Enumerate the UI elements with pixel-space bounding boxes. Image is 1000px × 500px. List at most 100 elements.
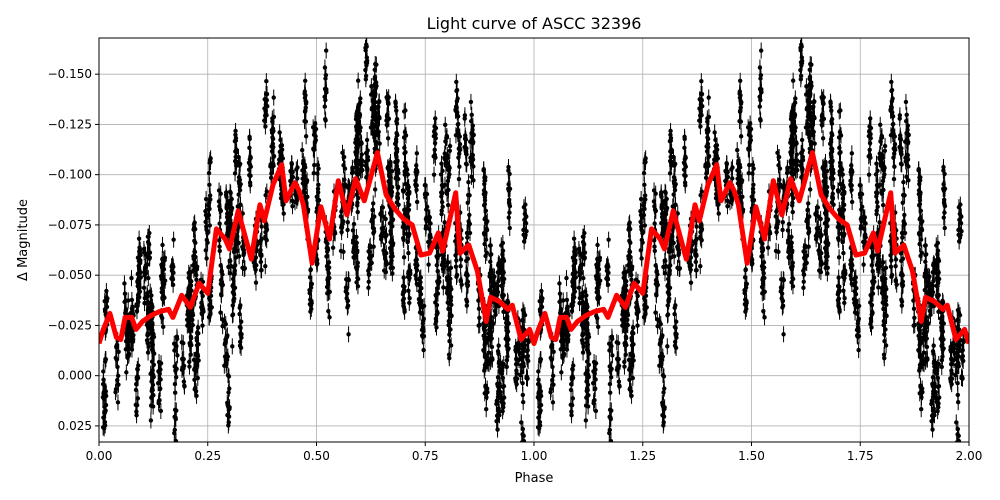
data-point (960, 376, 965, 381)
data-point (466, 179, 471, 185)
data-point (661, 374, 667, 379)
data-point (660, 201, 665, 207)
data-point (277, 149, 283, 155)
data-point (942, 171, 947, 177)
data-point (660, 333, 665, 338)
data-point (377, 141, 382, 146)
data-point (960, 358, 966, 364)
data-point (880, 300, 885, 305)
data-point (639, 256, 644, 261)
data-point (223, 321, 228, 327)
data-point (912, 322, 917, 328)
data-point (516, 346, 522, 351)
data-point (868, 135, 873, 141)
data-point (173, 445, 177, 449)
data-point (464, 162, 469, 167)
data-point (867, 140, 873, 146)
data-point (655, 282, 661, 288)
data-point (467, 193, 472, 198)
data-point (942, 203, 948, 209)
data-point (104, 304, 110, 310)
data-point (365, 157, 371, 163)
data-point (248, 173, 253, 179)
data-point (192, 264, 198, 269)
data-point (672, 161, 678, 167)
data-point (815, 205, 821, 210)
data-point (880, 287, 886, 292)
data-point (664, 205, 670, 211)
data-point (192, 249, 198, 255)
data-point (819, 261, 824, 267)
data-point (795, 167, 800, 173)
data-point (207, 206, 212, 212)
data-point (584, 347, 590, 352)
data-point (897, 113, 903, 118)
data-point (264, 189, 270, 194)
data-point (667, 296, 672, 301)
data-point (390, 265, 395, 271)
data-point (740, 207, 746, 212)
data-point (698, 263, 703, 269)
data-point (304, 178, 310, 183)
data-point (380, 214, 386, 219)
data-point (662, 386, 667, 391)
data-point (643, 156, 648, 161)
data-point (264, 91, 270, 97)
data-point (308, 267, 313, 272)
data-point (586, 392, 591, 398)
data-point (219, 293, 224, 298)
data-point (961, 339, 966, 345)
data-point (173, 443, 177, 447)
data-point (447, 355, 452, 361)
data-point (208, 156, 213, 161)
data-point (507, 225, 512, 231)
data-point (700, 104, 705, 109)
data-point (583, 418, 589, 423)
data-point (231, 272, 237, 278)
data-point (231, 282, 236, 287)
data-point (278, 143, 283, 149)
data-point (623, 352, 628, 357)
data-point (151, 351, 157, 356)
data-point (181, 340, 186, 346)
data-point (800, 157, 806, 163)
data-point (443, 122, 448, 128)
data-point (403, 133, 409, 138)
data-point (309, 300, 314, 306)
data-point (520, 399, 526, 405)
data-point (203, 196, 209, 202)
data-point (669, 149, 674, 155)
data-point (431, 172, 437, 177)
data-point (642, 223, 648, 228)
data-point (200, 293, 205, 299)
data-point (824, 168, 830, 174)
data-point (525, 358, 531, 364)
data-point (699, 91, 705, 97)
data-point (816, 248, 821, 253)
data-point (682, 136, 687, 142)
data-point (434, 263, 440, 268)
data-point (496, 343, 501, 348)
data-point (225, 333, 230, 338)
data-point (237, 177, 243, 183)
data-point (381, 225, 386, 231)
data-point (790, 137, 796, 142)
data-point (201, 309, 206, 314)
data-point (927, 274, 932, 279)
data-point (226, 374, 232, 379)
data-point (658, 321, 663, 327)
data-point (278, 153, 283, 158)
data-point (238, 181, 243, 187)
data-point (608, 443, 612, 447)
data-point (447, 165, 452, 171)
data-point (236, 254, 242, 259)
data-point (305, 207, 311, 212)
data-point (608, 445, 612, 449)
data-point (264, 78, 269, 84)
data-point (524, 214, 529, 219)
data-point (790, 260, 795, 266)
data-point (659, 357, 665, 363)
data-point (492, 274, 497, 279)
data-point (498, 360, 503, 366)
data-point (173, 416, 178, 422)
